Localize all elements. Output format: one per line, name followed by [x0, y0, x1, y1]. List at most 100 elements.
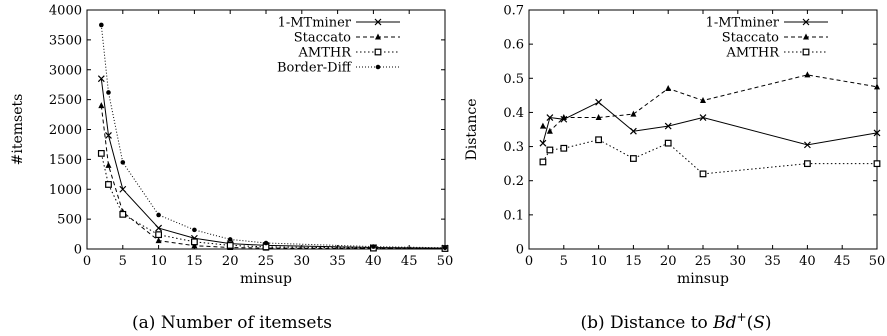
- chart-0-y-tick-label: 500: [57, 213, 82, 228]
- chart-1-y-tick-label: 0.3: [503, 140, 524, 155]
- caption-b-close: ): [765, 313, 772, 333]
- chart-0-data-point: [97, 75, 105, 83]
- chart-0-y-tick-label: 4000: [49, 4, 82, 19]
- chart-1-x-tick-label: 15: [625, 254, 642, 269]
- chart-1-y-tick-label: 0.1: [503, 208, 524, 223]
- chart-0-legend-marker: [375, 33, 381, 40]
- chart-0-series-line: [100, 78, 446, 249]
- caption-b-bd: Bd: [712, 313, 736, 333]
- chart-1-legend-label: AMTHR: [726, 46, 781, 61]
- chart-1-x-tick-label: 10: [590, 254, 607, 269]
- chart-1-data-point: [560, 144, 568, 152]
- chart-0-series-0: [97, 75, 449, 252]
- caption-a: (a) Number of itemsets: [132, 313, 332, 333]
- chart-0-x-tick-label: 30: [294, 254, 311, 269]
- caption-b-s: S: [753, 313, 765, 333]
- chart-1-series-0: [539, 98, 881, 149]
- caption-b-prefix: (b) Distance to: [580, 313, 713, 333]
- chart-0-data-point: [263, 240, 269, 246]
- chart-1-x-tick-label: 45: [834, 254, 851, 269]
- chart-1-data-point: [595, 98, 603, 106]
- chart-1-series-2: [539, 136, 881, 178]
- chart-0-y-tick-label: 1000: [49, 183, 82, 198]
- chart-0-series-line: [100, 105, 446, 250]
- chart-1-data-point: [700, 96, 706, 103]
- chart-1-x-tick-label: 0: [525, 254, 533, 269]
- chart-0-x-tick-label: 5: [119, 254, 127, 269]
- chart-0-y-tick-label: 3000: [49, 63, 82, 78]
- chart-1-x-tick-label: 5: [560, 254, 568, 269]
- chart-0-series-line: [100, 153, 446, 249]
- chart-0-x-tick-label: 25: [258, 254, 275, 269]
- caption-b-suffix: (: [747, 313, 754, 333]
- chart-0-y-tick-label: 1500: [49, 153, 82, 168]
- chart-1-series-line: [542, 101, 878, 146]
- chart-1-legend-label: Staccato: [722, 31, 779, 46]
- chart-0-data-point: [99, 22, 104, 28]
- chart-0-series-3: [99, 22, 448, 251]
- chart-1-data-point: [546, 114, 554, 121]
- chart-1-data-point: [664, 122, 672, 130]
- chart-0-data-point: [156, 212, 161, 218]
- chart-1-data-point: [595, 114, 602, 121]
- chart-0-data-point: [105, 132, 112, 139]
- chart-0-legend-marker: [375, 64, 381, 70]
- chart-0-data-point: [371, 244, 376, 249]
- chart-1-data-point: [595, 136, 602, 144]
- chart-0-x-tick-label: 0: [83, 254, 91, 269]
- chart-0-data-point: [227, 237, 233, 242]
- chart-0-legend-label: Border-Diff: [277, 61, 353, 76]
- chart-1-data-point: [664, 139, 672, 147]
- chart-1-x-tick-label: 35: [764, 254, 781, 269]
- chart-1-series-1: [539, 71, 880, 134]
- chart-0-legend-marker: [374, 18, 382, 26]
- chart-1-legend-marker: [802, 18, 810, 26]
- chart-0-y-tick-label: 2500: [49, 93, 82, 108]
- chart-0-data-point: [97, 150, 105, 157]
- chart-0-x-tick-label: 35: [329, 254, 346, 269]
- chart-0-x-tick-label: 15: [186, 254, 203, 269]
- chart-0-legend-label: 1-MTminer: [278, 16, 352, 31]
- chart-distance: 0 5 10 15 20 25 30 35 40 45 50 0 0.1 0.2 0.3 0.4 0.5 0.6 0…: [464, 4, 885, 288]
- chart-0-data-point: [155, 224, 163, 232]
- chart-0-data-point: [155, 231, 163, 239]
- chart-0-legend-marker: [374, 48, 382, 56]
- chart-1-data-point: [803, 141, 811, 149]
- chart-1-data-point: [539, 122, 546, 129]
- chart-0-series-line: [100, 24, 446, 249]
- chart-1-data-point: [803, 160, 811, 168]
- chart-0-y-tick-label: 3500: [49, 33, 82, 48]
- chart-1-data-point: [804, 71, 811, 78]
- chart-0-data-point: [226, 242, 234, 249]
- chart-1-y-tick-label: 0: [516, 243, 524, 258]
- chart-1-data-point: [873, 160, 881, 168]
- chart-1-y-tick-label: 0.7: [503, 4, 524, 19]
- chart-0-legend-label: AMTHR: [298, 46, 353, 61]
- chart-0-data-point: [155, 237, 162, 244]
- chart-0-x-tick-label: 40: [365, 254, 382, 269]
- chart-1-y-axis-label: Distance: [464, 98, 480, 160]
- chart-1-data-point: [539, 139, 547, 147]
- chart-1-legend-label: 1-MTminer: [706, 16, 780, 31]
- chart-0-data-point: [98, 102, 105, 109]
- chart-0-data-point: [105, 181, 112, 188]
- chart-1-x-tick-label: 50: [869, 254, 886, 269]
- chart-1-series-line: [542, 139, 877, 175]
- chart-1-legend-marker: [802, 48, 810, 56]
- chart-0-legend-label: Staccato: [294, 31, 351, 46]
- chart-0-data-point: [191, 238, 198, 246]
- chart-1-data-point: [546, 146, 554, 154]
- chart-1-x-tick-label: 30: [730, 254, 747, 269]
- chart-1-data-point: [629, 127, 637, 135]
- chart-1-y-tick-label: 0.2: [503, 174, 524, 189]
- chart-1-data-point: [546, 127, 553, 134]
- chart-0-x-tick-label: 10: [150, 254, 167, 269]
- chart-1-data-point: [629, 155, 637, 162]
- chart-0-x-tick-label: 50: [437, 254, 454, 269]
- chart-0-data-point: [106, 90, 111, 95]
- chart-0-data-point: [119, 210, 127, 218]
- chart-1-plot-frame: [528, 9, 878, 250]
- caption-b-sup: +: [737, 310, 747, 324]
- chart-1-x-axis-label: minsup: [677, 271, 729, 287]
